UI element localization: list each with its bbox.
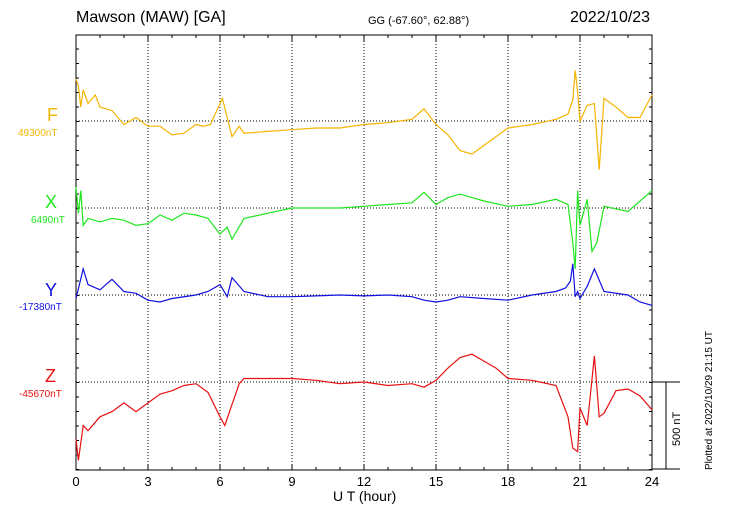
station-title: Mawson (MAW) [GA]	[76, 9, 226, 26]
x-tick-label: 0	[72, 474, 79, 489]
baseline-label-f: 49300nT	[18, 128, 58, 139]
x-axis-label: U T (hour)	[333, 488, 397, 504]
x-tick-label: 12	[357, 474, 371, 489]
series-line-x	[75, 187, 653, 269]
geographic-coordinates: GG (-67.60°, 62.88°)	[368, 15, 470, 27]
baseline-label-z: -45670nT	[19, 389, 62, 400]
x-tick-label: 6	[216, 474, 223, 489]
baseline-label-y: -17380nT	[19, 302, 62, 313]
scale-bar-label: 500 nT	[671, 411, 683, 446]
component-label-y: Y	[45, 280, 58, 300]
component-label-x: X	[45, 192, 58, 212]
series-line-f	[75, 70, 653, 170]
plot-date: 2022/10/23	[570, 9, 651, 26]
series-line-y	[75, 263, 653, 306]
x-tick-label: 18	[501, 474, 515, 489]
component-label-f: F	[47, 105, 58, 125]
plotted-timestamp: Plotted at 2022/10/29 21:15 UT	[704, 331, 715, 470]
series-line-z	[75, 353, 653, 461]
x-tick-label: 24	[645, 474, 659, 489]
x-tick-label: 15	[429, 474, 443, 489]
x-tick-label: 9	[288, 474, 295, 489]
x-tick-label: 21	[573, 474, 587, 489]
x-tick-label: 3	[144, 474, 151, 489]
component-label-z: Z	[45, 366, 56, 386]
baseline-label-x: 6490nT	[31, 215, 65, 226]
